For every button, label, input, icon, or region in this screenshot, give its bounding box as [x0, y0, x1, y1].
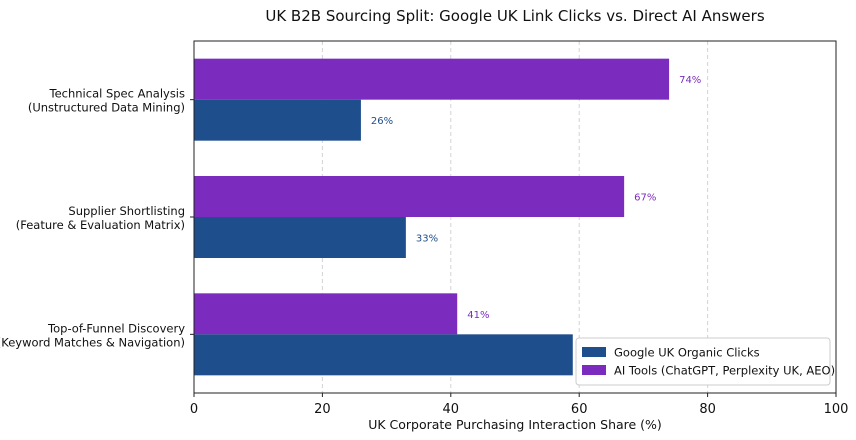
- legend-box: [575, 337, 831, 386]
- category-labels: Technical Spec Analysis(Unstructured Dat…: [0, 87, 185, 350]
- x-tick-label: 20: [314, 402, 331, 417]
- data-label-ai-tools: 74%: [679, 75, 701, 86]
- x-tick-label: 60: [571, 402, 588, 417]
- category-label: Supplier Shortlisting: [68, 204, 185, 218]
- bar-ai-tools: [194, 176, 625, 217]
- data-label-google-organic: 26%: [371, 116, 393, 127]
- axis-ticks: 0 20 40 60 80 100: [190, 99, 849, 417]
- legend-label: Google UK Organic Clicks: [614, 346, 760, 360]
- legend-swatch: [582, 347, 606, 357]
- bar-ai-tools: [194, 58, 670, 100]
- category-label: Technical Spec Analysis: [49, 87, 186, 101]
- bar-ai-tools: [194, 293, 458, 335]
- category-sublabel: (Feature & Evaluation Matrix): [16, 218, 185, 232]
- category-sublabel: (Unstructured Data Mining): [28, 101, 185, 115]
- bars: 74% 26% 67% 33% 41%: [194, 58, 701, 376]
- x-tick-label: 80: [699, 402, 716, 417]
- legend: Google UK Organic Clicks AI Tools (ChatGP…: [575, 337, 835, 386]
- bar-google-organic: [194, 217, 406, 258]
- x-tick-label: 40: [443, 402, 460, 417]
- bar-google-organic: [194, 334, 573, 376]
- x-axis-label: UK Corporate Purchasing Interaction Shar…: [368, 417, 662, 432]
- chart-title: UK B2B Sourcing Split: Google UK Link Cl…: [265, 7, 764, 25]
- x-tick-label: 100: [824, 402, 849, 417]
- bar-google-organic: [194, 99, 361, 141]
- data-label-google-organic: 33%: [416, 234, 438, 245]
- legend-label: AI Tools (ChatGPT, Perplexity UK, AEO): [614, 364, 835, 378]
- legend-swatch: [582, 365, 606, 375]
- category-label: Top-of-Funnel Discovery: [47, 321, 185, 335]
- category-sublabel: (Keyword Matches & Navigation): [0, 335, 185, 349]
- x-tick-label: 0: [190, 402, 198, 417]
- data-label-ai-tools: 41%: [467, 310, 489, 321]
- data-label-ai-tools: 67%: [634, 193, 656, 204]
